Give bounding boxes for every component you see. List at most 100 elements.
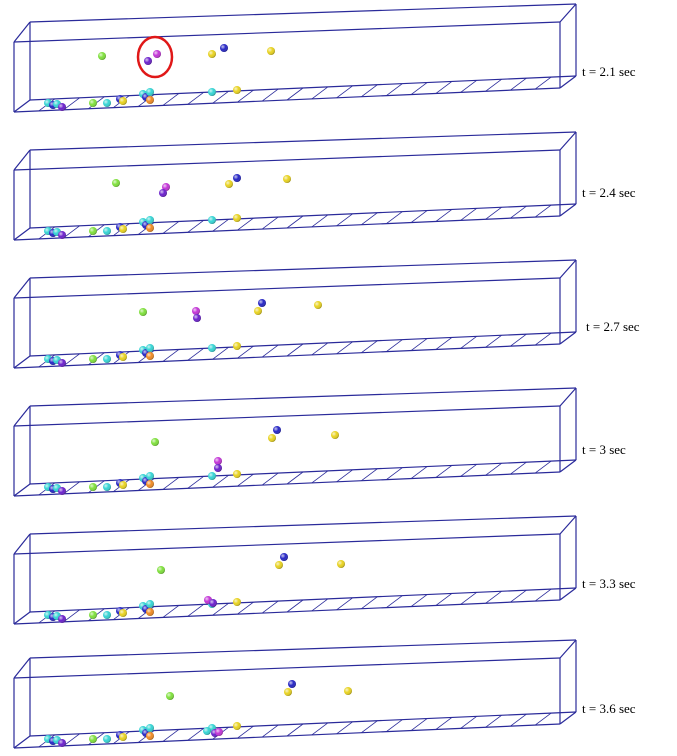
particle-shade (103, 483, 111, 491)
floor-grid-line (460, 208, 477, 221)
particle-shade (146, 600, 154, 608)
box-edge (29, 131, 577, 151)
floor-grid-line (361, 212, 378, 226)
floor-grid-line (361, 468, 378, 482)
snapshot-panel: t = 3.6 sec (13, 639, 636, 749)
box-edge (13, 277, 561, 299)
particle-shade (98, 52, 106, 60)
particle-shade (214, 457, 222, 465)
floor-grid-line (435, 209, 453, 222)
time-label: t = 2.1 sec (582, 64, 636, 79)
floor-grid-line (212, 602, 229, 616)
box-edge (13, 21, 561, 43)
box-edge (29, 515, 577, 535)
particle-shade (146, 96, 154, 104)
floor-grid-line (261, 472, 279, 486)
time-label: t = 3.6 sec (582, 701, 636, 716)
floor-grid-line (435, 337, 453, 350)
box-edge (13, 87, 561, 113)
box-edge (29, 459, 577, 485)
box-edge (13, 657, 561, 679)
box-edge (559, 203, 577, 217)
box-edge (29, 75, 577, 101)
box-edge (13, 149, 561, 171)
floor-grid-line (162, 729, 180, 742)
floor-grid-line (286, 599, 304, 613)
floor-grid-line (311, 342, 329, 356)
box-edge (29, 711, 577, 737)
particle-shade (153, 50, 161, 58)
particle-shade (280, 553, 288, 561)
particle-shade (254, 307, 262, 315)
particle-shade (220, 44, 228, 52)
particle-shade (58, 359, 66, 367)
floor-grid-line (485, 334, 502, 348)
floor-grid-line (410, 210, 428, 223)
floor-grid-line (261, 88, 279, 102)
particle-shade (288, 680, 296, 688)
particle-shade (103, 355, 111, 363)
floor-grid-line (212, 218, 229, 232)
particle-shade (267, 47, 275, 55)
floor-grid-line (460, 716, 477, 729)
particle-shade (331, 431, 339, 439)
floor-grid-line (212, 346, 229, 360)
particle-shade (344, 687, 352, 695)
box-edge (29, 3, 577, 23)
floor-grid-line (386, 83, 403, 96)
box-edge (13, 533, 561, 555)
particle-shade (159, 189, 167, 197)
particle-shade (119, 97, 127, 105)
floor-grid-line (162, 477, 180, 490)
floor-grid-line (361, 596, 378, 610)
floor-grid-line (187, 728, 204, 741)
floor-grid-line (361, 720, 378, 734)
box-edge (13, 405, 561, 427)
floor-grid-line (187, 92, 204, 105)
box-edge (13, 483, 31, 497)
floor-grid-line (410, 466, 428, 479)
floor-grid-line (336, 85, 353, 99)
time-label: t = 3 sec (582, 442, 626, 457)
particle-shade (203, 727, 211, 735)
box-edge (13, 599, 561, 625)
particle-shade (208, 344, 216, 352)
particle-shade (58, 487, 66, 495)
floor-grid-line (336, 341, 353, 355)
floor-grid-line (162, 221, 180, 234)
floor-grid-line (460, 592, 477, 605)
box-edge (29, 331, 577, 357)
particle-shade (146, 224, 154, 232)
floor-grid-line (510, 205, 527, 219)
floor-grid-line (237, 345, 254, 359)
box-edge (13, 355, 31, 369)
floor-grid-line (63, 97, 80, 111)
particle-shade (192, 307, 200, 315)
floor-grid-line (336, 213, 353, 227)
floor-grid-line (386, 339, 403, 352)
particle-shade (119, 353, 127, 361)
box-edge (559, 639, 577, 659)
floor-grid-line (534, 76, 552, 90)
particle-shade (89, 483, 97, 491)
particle-shade (103, 99, 111, 107)
floor-grid-line (162, 93, 180, 106)
particle-shade (208, 472, 216, 480)
particle-shade (139, 308, 147, 316)
box-edge (559, 387, 577, 407)
floor-grid-line (311, 86, 329, 100)
box-edge (13, 533, 31, 555)
floor-grid-line (485, 462, 502, 476)
box-edge (29, 387, 577, 407)
particle-shade (268, 434, 276, 442)
floor-grid-line (237, 601, 254, 615)
box-edge (559, 587, 577, 601)
floor-grid-line (63, 733, 80, 747)
box-edge (13, 227, 31, 241)
particle-shade (337, 560, 345, 568)
snapshot-panel: t = 3.3 sec (13, 515, 636, 625)
box-edge (13, 657, 31, 679)
floor-grid-line (162, 605, 180, 618)
box-edge (559, 515, 577, 535)
floor-grid-line (410, 718, 428, 731)
